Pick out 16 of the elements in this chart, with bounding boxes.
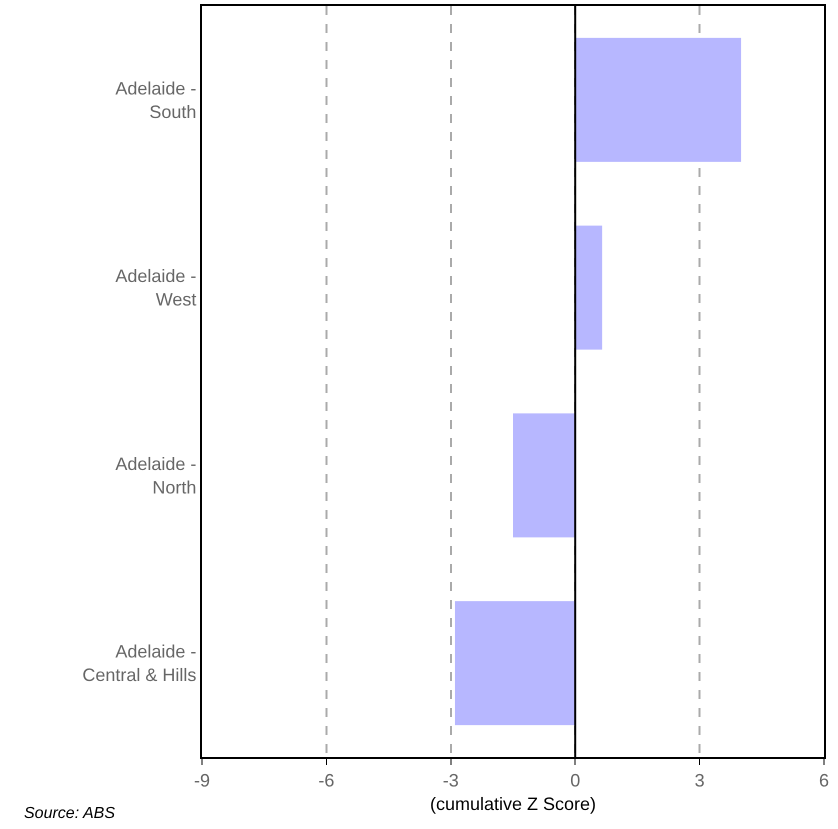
x-tick-label: -3	[442, 770, 459, 791]
bar	[454, 601, 576, 726]
y-tick-label: Adelaide - North	[115, 454, 196, 498]
y-tick-label: Adelaide - West	[115, 266, 196, 310]
bar	[513, 413, 576, 538]
x-tick-label: 0	[570, 770, 580, 791]
x-tick-label: -9	[194, 770, 210, 791]
x-tick-label: 6	[818, 770, 830, 791]
y-tick-label: Adelaide - South	[115, 78, 196, 122]
x-tick-label: -6	[318, 770, 334, 791]
bar	[575, 226, 602, 350]
x-axis-title: (cumulative Z Score)	[430, 794, 596, 814]
x-tick-label: 3	[694, 770, 705, 791]
source-note: Source: ABS	[24, 805, 116, 822]
y-tick-label: Adelaide - Central & Hills	[82, 642, 196, 686]
bar	[575, 38, 742, 162]
